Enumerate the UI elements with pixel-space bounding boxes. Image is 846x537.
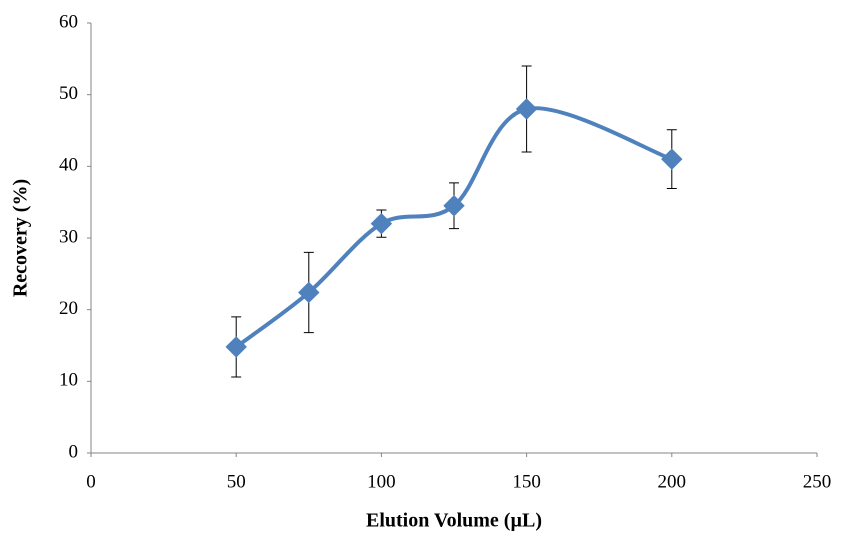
x-tick-label: 200 [658,471,687,492]
x-tick-label: 250 [803,471,832,492]
marker [370,212,393,235]
y-tick-label: 20 [59,298,78,319]
x-axis-title: Elution Volume (µL) [366,510,542,532]
x-tick-label: 0 [86,471,96,492]
y-tick-label: 50 [59,83,78,104]
marker [225,336,247,358]
marker [298,281,320,304]
x-tick-label: 100 [367,471,396,492]
y-tick-label: 0 [69,441,79,462]
y-tick-label: 40 [59,155,78,176]
marker [515,98,538,120]
y-tick-label: 60 [59,11,78,32]
y-tick-label: 10 [59,370,78,391]
marker [443,195,465,217]
marker [661,148,683,170]
y-tick-label: 30 [59,226,78,247]
x-tick-label: 50 [227,471,246,492]
x-tick-label: 150 [512,471,541,492]
y-axis-title: Recovery (%) [10,179,32,297]
